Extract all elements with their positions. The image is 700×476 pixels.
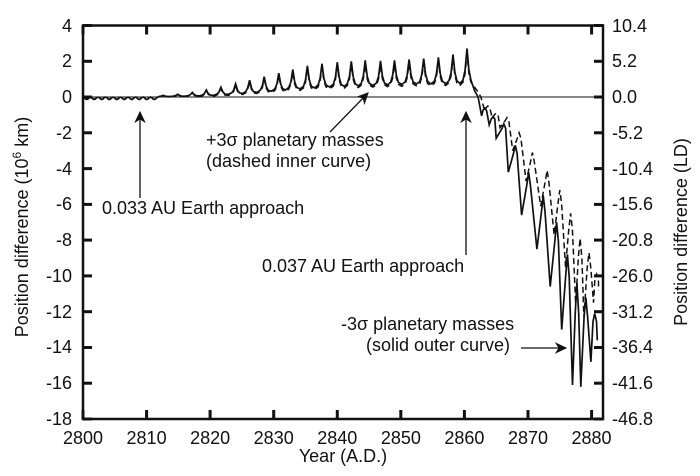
y-tick-label-right: -46.8 [612,409,654,429]
annotation-minus-3sigma-line2: (solid outer curve) [366,335,511,355]
x-tick-label: 2810 [126,428,167,448]
y-tick-label-left: -16 [45,373,72,394]
y-tick-label-right: -5.2 [612,122,644,143]
y-tick-label-left: -12 [45,301,72,322]
x-tick-label: 2860 [444,428,485,448]
y-tick-label-right: -26.0 [612,265,654,286]
x-axis-title: Year (A.D.) [298,446,388,466]
annotation-plus-3sigma-line1: +3σ planetary masses [206,130,384,150]
x-tick-label: 2820 [190,428,231,448]
y-tick-label-right: 0.0 [612,87,638,108]
y-tick-label-right: -10.4 [612,158,654,179]
x-tick-label: 2870 [507,428,548,448]
y-tick-label-right: -15.6 [612,194,654,215]
annotation-plus-3sigma-masses: +3σ planetary masses (dashed inner curve… [206,130,384,172]
y-tick-label-left: 2 [61,51,72,72]
y-tick-label-right: 10.4 [612,15,648,36]
y-tick-label-left: -2 [55,122,72,143]
y-tick-label-left: 0 [61,87,72,108]
left-axis-title-text: Position difference (10 [12,158,32,338]
y-tick-label-right: -20.8 [612,230,654,251]
y-tick-label-right: -31.2 [612,301,654,322]
x-tick-label: 2880 [571,428,612,448]
annotation-0033-au-earth-approach: 0.033 AU Earth approach [102,198,305,218]
x-tick-label: 2840 [317,428,358,448]
annotation-minus-3sigma-line1: -3σ planetary masses [341,314,515,334]
left-axis-title-exponent: 6 [10,151,24,159]
y-tick-label-left: -10 [45,265,72,286]
left-axis-title: Position difference (106 km) [10,27,32,427]
x-tick-label: 2850 [380,428,421,448]
annotation-minus-3sigma-masses: -3σ planetary masses (solid outer curve) [341,314,514,356]
y-tick-label-left: -4 [55,158,72,179]
annotation-0037-au-earth-approach: 0.037 AU Earth approach [262,256,465,276]
y-tick-label-left: 4 [61,15,72,36]
x-tick-label: 2830 [253,428,294,448]
x-tick-label: 2800 [62,428,104,448]
y-tick-label-left: -6 [55,194,72,215]
y-tick-label-right: 5.2 [612,51,638,72]
left-axis-title-unit: km) [12,116,32,152]
y-tick-label-left: -18 [45,409,72,429]
right-axis-title: Position difference (LD) [671,138,691,326]
y-tick-label-right: -41.6 [612,373,654,394]
annotation-plus-3sigma-line2: (dashed inner curve) [206,151,372,171]
y-tick-label-left: -14 [45,337,72,358]
y-tick-label-left: -8 [55,230,72,251]
y-tick-label-right: -36.4 [612,337,654,358]
